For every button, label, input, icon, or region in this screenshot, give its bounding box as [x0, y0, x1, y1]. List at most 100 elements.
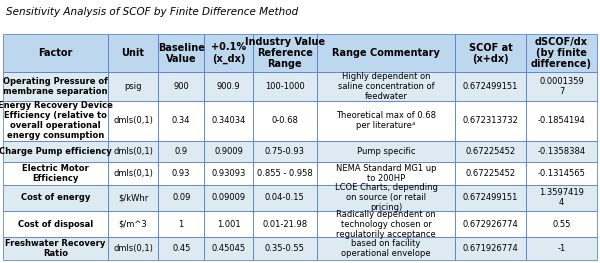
Bar: [317, 237, 455, 260]
Bar: [526, 185, 597, 211]
Bar: [455, 141, 526, 162]
Text: 0.672313732: 0.672313732: [463, 116, 518, 125]
Bar: [107, 141, 158, 162]
Bar: [107, 101, 158, 141]
Text: based on facility
operational envelope: based on facility operational envelope: [341, 239, 431, 259]
Bar: [204, 101, 253, 141]
Text: dSCOF/dx
(by finite
difference): dSCOF/dx (by finite difference): [531, 37, 592, 69]
Text: Theoretical max of 0.68
per literature⁴: Theoretical max of 0.68 per literature⁴: [336, 111, 436, 130]
Text: 0.67225452: 0.67225452: [466, 169, 516, 178]
Text: psig: psig: [124, 82, 142, 91]
Text: 1.001: 1.001: [217, 220, 240, 229]
Bar: [526, 141, 597, 162]
Bar: [317, 185, 455, 211]
Text: 0.55: 0.55: [553, 220, 571, 229]
Bar: [253, 34, 317, 72]
Bar: [455, 162, 526, 185]
Text: 0.45045: 0.45045: [211, 244, 245, 253]
Bar: [3, 141, 107, 162]
Bar: [204, 185, 253, 211]
Bar: [107, 185, 158, 211]
Text: LCOE Charts, depending
on source (or retail
pricing): LCOE Charts, depending on source (or ret…: [335, 183, 437, 212]
Text: 0.09: 0.09: [172, 193, 190, 202]
Bar: [455, 72, 526, 101]
Bar: [158, 237, 204, 260]
Text: Cost of energy: Cost of energy: [20, 193, 90, 202]
Text: 0.0001359
7: 0.0001359 7: [539, 77, 584, 96]
Bar: [3, 162, 107, 185]
Bar: [317, 34, 455, 72]
Bar: [317, 101, 455, 141]
Text: 0.855 - 0.958: 0.855 - 0.958: [257, 169, 313, 178]
Text: -0.1358384: -0.1358384: [538, 147, 586, 156]
Text: 900: 900: [173, 82, 189, 91]
Bar: [3, 34, 107, 72]
Bar: [317, 211, 455, 237]
Bar: [107, 237, 158, 260]
Bar: [158, 101, 204, 141]
Bar: [107, 211, 158, 237]
Text: Range Commentary: Range Commentary: [332, 48, 440, 58]
Text: 0.34034: 0.34034: [211, 116, 245, 125]
Bar: [253, 185, 317, 211]
Bar: [3, 237, 107, 260]
Bar: [204, 72, 253, 101]
Text: 0.672926774: 0.672926774: [463, 220, 518, 229]
Bar: [107, 162, 158, 185]
Text: 0.34: 0.34: [172, 116, 190, 125]
Bar: [158, 72, 204, 101]
Bar: [253, 237, 317, 260]
Text: Sensitivity Analysis of SCOF by Finite Difference Method: Sensitivity Analysis of SCOF by Finite D…: [6, 7, 298, 17]
Text: Energy Recovery Device
Efficiency (relative to
overall operational
energy consum: Energy Recovery Device Efficiency (relat…: [0, 101, 113, 140]
Text: dmls(0,1): dmls(0,1): [113, 169, 153, 178]
Text: 0.09009: 0.09009: [211, 193, 245, 202]
Text: 0.45: 0.45: [172, 244, 190, 253]
Bar: [204, 211, 253, 237]
Text: 0.35-0.55: 0.35-0.55: [265, 244, 305, 253]
Text: 1: 1: [179, 220, 184, 229]
Bar: [526, 162, 597, 185]
Bar: [204, 141, 253, 162]
Text: dmls(0,1): dmls(0,1): [113, 116, 153, 125]
Bar: [253, 141, 317, 162]
Text: Industry Value
Reference
Range: Industry Value Reference Range: [245, 37, 325, 69]
Bar: [3, 101, 107, 141]
Bar: [253, 211, 317, 237]
Bar: [317, 72, 455, 101]
Text: 1.3597419
4: 1.3597419 4: [539, 188, 584, 207]
Bar: [526, 237, 597, 260]
Text: Factor: Factor: [38, 48, 73, 58]
Text: Radically dependent on
technology chosen or
regulatorily acceptance: Radically dependent on technology chosen…: [336, 210, 436, 239]
Text: $/kWhr: $/kWhr: [118, 193, 148, 202]
Text: 0.9: 0.9: [175, 147, 188, 156]
Text: Operating Pressure of
membrane separation: Operating Pressure of membrane separatio…: [3, 77, 108, 96]
Text: 100-1000: 100-1000: [265, 82, 305, 91]
Bar: [455, 237, 526, 260]
Bar: [455, 101, 526, 141]
Text: Pump specific: Pump specific: [357, 147, 415, 156]
Text: Freshwater Recovery
Ratio: Freshwater Recovery Ratio: [5, 239, 106, 259]
Text: Charge Pump efficiency: Charge Pump efficiency: [0, 147, 112, 156]
Bar: [3, 72, 107, 101]
Text: dmls(0,1): dmls(0,1): [113, 147, 153, 156]
Text: 0.67225452: 0.67225452: [466, 147, 516, 156]
Text: Highly dependent on
saline concentration of
feedwater: Highly dependent on saline concentration…: [338, 72, 434, 101]
Text: 0.75-0.93: 0.75-0.93: [265, 147, 305, 156]
Bar: [158, 162, 204, 185]
Bar: [3, 185, 107, 211]
Bar: [204, 162, 253, 185]
Bar: [253, 101, 317, 141]
Text: -0.1854194: -0.1854194: [538, 116, 586, 125]
Text: 0-0.68: 0-0.68: [271, 116, 298, 125]
Text: dmls(0,1): dmls(0,1): [113, 244, 153, 253]
Text: 900.9: 900.9: [217, 82, 240, 91]
Bar: [526, 72, 597, 101]
Bar: [455, 185, 526, 211]
Bar: [526, 34, 597, 72]
Bar: [455, 211, 526, 237]
Text: Unit: Unit: [121, 48, 145, 58]
Text: -0.1314565: -0.1314565: [538, 169, 586, 178]
Bar: [158, 141, 204, 162]
Bar: [158, 185, 204, 211]
Text: 0.671926774: 0.671926774: [463, 244, 518, 253]
